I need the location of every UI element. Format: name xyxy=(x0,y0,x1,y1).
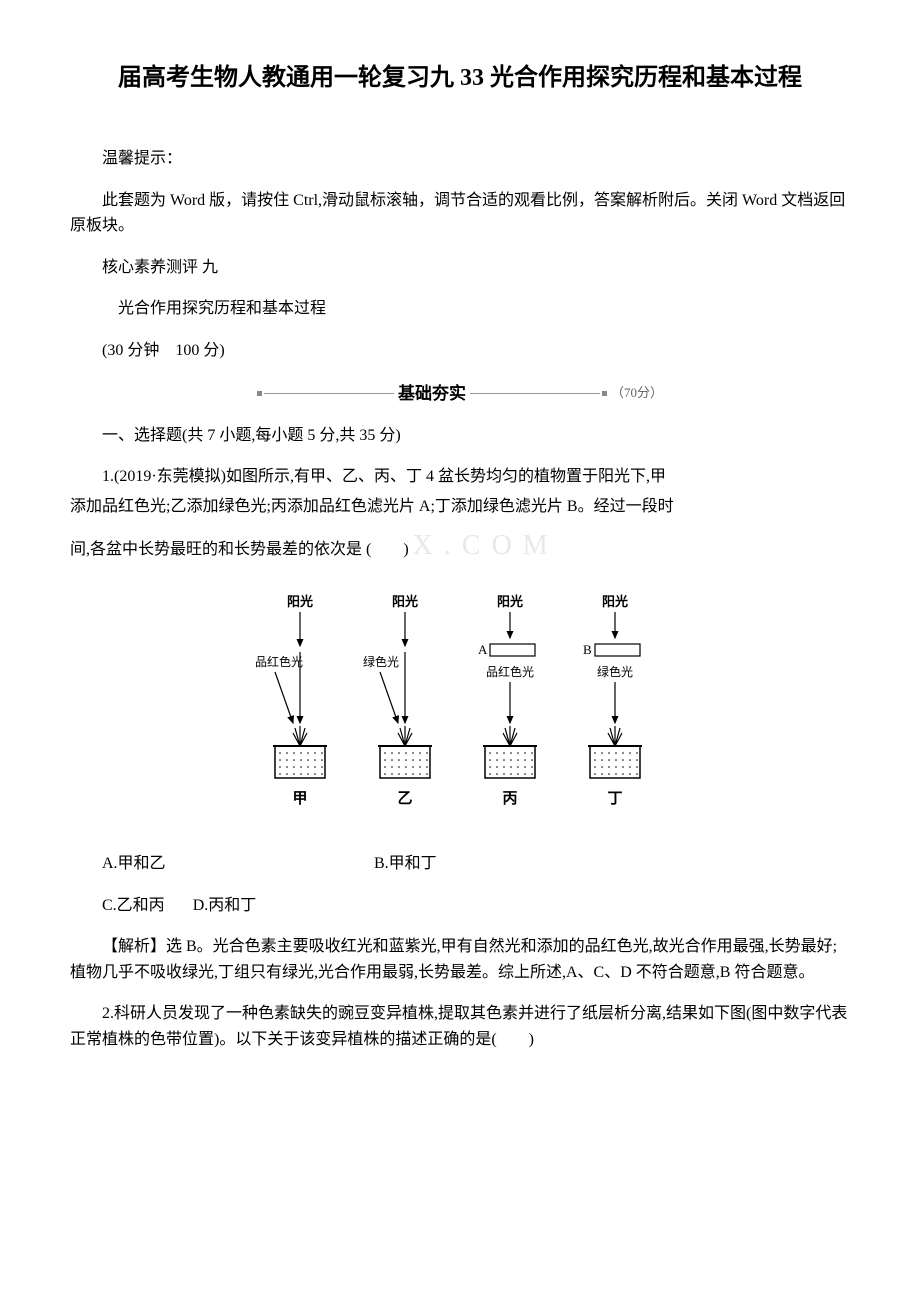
time-score: (30 分钟 100 分) xyxy=(70,338,850,364)
filter-b-label: B xyxy=(583,642,592,657)
q1-line2: 添加品红色光;乙添加绿色光;丙添加品红色滤光片 A;丁添加绿色滤光片 B。经过一… xyxy=(70,494,850,520)
q1-option-b: B.甲和丁 xyxy=(374,851,437,877)
divider-score: （70分） xyxy=(611,383,663,404)
q1-line1: 1.(2019·东莞模拟)如图所示,有甲、乙、丙、丁 4 盆长势均匀的植物置于阳… xyxy=(70,464,850,490)
section-header: 核心素养测评 九 xyxy=(70,255,850,281)
pot-label-1: 甲 xyxy=(292,790,307,807)
filter-a-label: A xyxy=(478,642,488,657)
subtitle: 光合作用探究历程和基本过程 xyxy=(70,296,850,322)
sun-label-1: 阳光 xyxy=(287,594,313,609)
q1-option-c: C.乙和丙 xyxy=(102,897,165,914)
page-title: 届高考生物人教通用一轮复习九 33 光合作用探究历程和基本过程 xyxy=(70,60,850,96)
experiment-diagram: 阳光 品红色光 甲 阳光 绿色光 xyxy=(70,588,850,827)
q1-option-d: D.丙和丁 xyxy=(193,897,257,914)
q1-explanation: 【解析】选 B。光合色素主要吸收红光和蓝紫光,甲有自然光和添加的品红色光,故光合… xyxy=(70,934,850,985)
q1-options-row1: A.甲和乙 B.甲和丁 xyxy=(70,851,850,877)
divider-dot-right xyxy=(602,391,607,396)
pot-jia: 阳光 品红色光 甲 xyxy=(255,594,327,807)
q1-options-row2: C.乙和丙 D.丙和丁 xyxy=(70,893,850,919)
pot-label-3: 丙 xyxy=(502,790,517,807)
green-label: 绿色光 xyxy=(363,654,399,669)
tip-text: 此套题为 Word 版，请按住 Ctrl,滑动鼠标滚轴，调节合适的观看比例，答案… xyxy=(70,188,850,239)
diagram-svg: 阳光 品红色光 甲 阳光 绿色光 xyxy=(245,588,675,818)
tip-label: 温馨提示： xyxy=(70,146,850,172)
sun-label-3: 阳光 xyxy=(497,594,523,609)
pot-label-4: 丁 xyxy=(607,791,622,807)
pot-ding: 阳光 B 绿色光 丁 xyxy=(583,594,642,807)
divider-line-left xyxy=(264,393,394,394)
divider-text: 基础夯实 xyxy=(398,380,466,407)
pot-label-2: 乙 xyxy=(397,791,412,807)
q1-line3-text: 间,各盆中长势最旺的和长势最差的依次是 ( ) xyxy=(70,541,409,558)
sun-label-2: 阳光 xyxy=(392,594,418,609)
divider-dot-left xyxy=(257,391,262,396)
magenta-label: 品红色光 xyxy=(255,654,303,669)
q1-option-a: A.甲和乙 xyxy=(70,851,370,877)
pot-yi: 阳光 绿色光 乙 xyxy=(363,594,432,807)
watermark: X . C O M xyxy=(413,530,550,561)
green-label-2: 绿色光 xyxy=(597,664,633,679)
part1-heading: 一、选择题(共 7 小题,每小题 5 分,共 35 分) xyxy=(70,423,850,449)
q2-text: 2.科研人员发现了一种色素缺失的豌豆变异植株,提取其色素并进行了纸层析分离,结果… xyxy=(70,1001,850,1052)
divider-basics: 基础夯实 （70分） xyxy=(70,380,850,407)
divider-line-right xyxy=(470,393,600,394)
pot-bing: 阳光 A 品红色光 丙 xyxy=(478,594,537,807)
sun-label-4: 阳光 xyxy=(602,594,628,609)
magenta-label-2: 品红色光 xyxy=(486,664,534,679)
q1-line3: 间,各盆中长势最旺的和长势最差的依次是 ( ) X . C O M xyxy=(70,524,850,569)
